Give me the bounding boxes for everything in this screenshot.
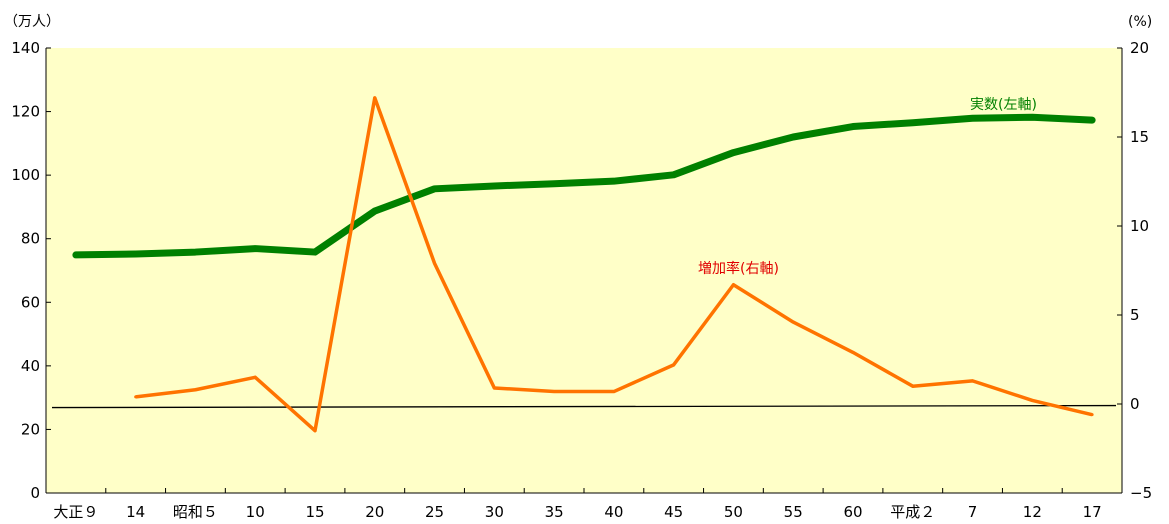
data-point-rate <box>791 320 795 324</box>
data-point-actual <box>372 209 377 214</box>
right-tick-label: −5 <box>1130 484 1152 502</box>
right-tick-label: 20 <box>1130 39 1149 57</box>
data-point-actual <box>1030 115 1035 120</box>
x-tick-label: 40 <box>604 503 623 521</box>
x-tick-label: 17 <box>1083 503 1102 521</box>
data-point-actual <box>73 252 78 257</box>
right-tick-label: 5 <box>1130 306 1140 324</box>
x-tick-label: 45 <box>664 503 683 521</box>
series-label-actual: 実数(左軸) <box>970 97 1037 113</box>
left-tick-label: 120 <box>11 103 40 121</box>
data-point-actual <box>851 124 855 129</box>
x-tick-label: 50 <box>724 503 743 521</box>
x-tick-label: 昭和５ <box>173 503 218 521</box>
data-point-rate <box>552 390 556 394</box>
data-point-rate <box>911 384 915 388</box>
data-point-rate <box>731 283 735 287</box>
data-point-rate <box>492 386 496 390</box>
zero-reference-line <box>51 404 1117 409</box>
x-axis: 大正９ 14 昭和５ 10 15 20 25 30 35 40 45 50 55 60 平成２ 7 12 17 <box>45 488 1123 521</box>
x-tick-label: 10 <box>246 503 265 521</box>
data-point-actual <box>313 250 317 255</box>
data-point-rate <box>1090 413 1094 417</box>
left-axis-unit: （万人） <box>4 14 60 30</box>
data-point-rate <box>193 388 197 392</box>
x-tick-label: 30 <box>485 503 504 521</box>
data-point-actual <box>671 172 676 177</box>
data-point-actual <box>611 179 616 184</box>
right-axis-unit: (%) <box>1128 14 1152 30</box>
data-point-actual <box>253 246 258 251</box>
data-point-actual <box>731 150 736 155</box>
x-tick-label: 35 <box>545 503 564 521</box>
x-tick-label: 平成２ <box>890 503 935 521</box>
series-line-actual <box>72 113 1096 259</box>
left-tick-label: 60 <box>21 293 40 311</box>
data-point-rate <box>971 379 975 383</box>
left-tick-label: 80 <box>21 230 40 248</box>
right-tick-label: 10 <box>1130 217 1149 235</box>
data-point-actual <box>492 183 497 188</box>
right-tick-label: 15 <box>1130 128 1149 146</box>
right-tick-label: 0 <box>1130 395 1140 413</box>
data-point-rate <box>1030 398 1034 402</box>
data-point-rate <box>851 350 855 354</box>
left-tick-label: 140 <box>11 39 40 57</box>
data-point-rate <box>672 363 676 367</box>
left-tick-label: 20 <box>21 420 40 438</box>
series-label-rate: 増加率(右軸) <box>698 260 779 277</box>
data-points <box>73 96 1095 433</box>
right-axis: −5 0 5 10 15 20 <box>1117 39 1152 502</box>
x-tick-label: 25 <box>425 503 444 521</box>
x-tick-label: 55 <box>784 503 803 521</box>
x-tick-label: 60 <box>843 503 862 521</box>
data-point-rate <box>612 390 616 394</box>
x-tick-label: 12 <box>1023 503 1042 521</box>
data-point-actual <box>970 116 975 121</box>
data-point-rate <box>134 395 138 399</box>
data-point-actual <box>552 181 557 186</box>
left-axis: 0 20 40 60 80 100 120 140 <box>11 39 51 502</box>
data-point-rate <box>433 261 437 265</box>
data-point-actual <box>791 135 796 139</box>
plot-background <box>46 48 1122 493</box>
data-point-rate <box>253 375 257 379</box>
left-tick-label: 100 <box>11 166 40 184</box>
data-point-actual <box>910 120 915 125</box>
x-tick-label: 大正９ <box>53 503 98 521</box>
data-point-actual <box>1090 118 1095 123</box>
left-tick-label: 0 <box>30 484 40 502</box>
x-tick-label: 14 <box>126 503 145 521</box>
x-tick-label: 7 <box>968 503 978 521</box>
data-point-rate <box>373 96 377 100</box>
data-point-rate <box>313 429 317 433</box>
data-point-actual <box>432 186 437 191</box>
left-tick-label: 40 <box>21 357 40 375</box>
x-tick-label: 15 <box>305 503 324 521</box>
data-point-actual <box>133 251 138 256</box>
x-tick-label: 20 <box>365 503 384 521</box>
data-point-actual <box>193 250 198 255</box>
